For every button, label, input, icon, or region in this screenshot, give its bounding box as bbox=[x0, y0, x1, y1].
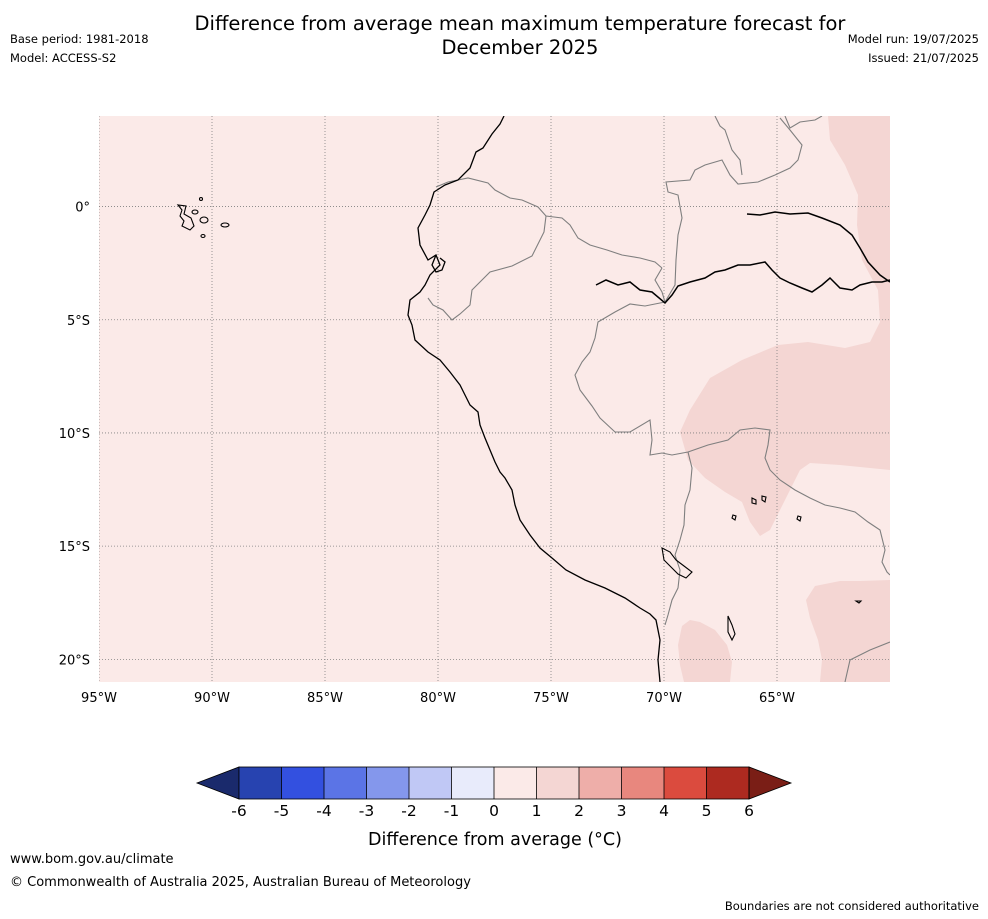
colorbar-extend-low bbox=[195, 766, 240, 800]
title-line-2: December 2025 bbox=[441, 36, 599, 59]
colorbar-tick-label: -1 bbox=[444, 802, 459, 820]
colorbar-swatch bbox=[664, 767, 707, 799]
title-line-1: Difference from average mean maximum tem… bbox=[194, 12, 846, 35]
lake-bolivia-4 bbox=[796, 515, 802, 522]
lake-poopo bbox=[727, 615, 736, 642]
border-colombia-ecuador bbox=[435, 177, 663, 269]
colorbar-swatch bbox=[706, 767, 750, 799]
galapagos-isabela bbox=[176, 204, 195, 231]
border-colombia-brazil bbox=[654, 117, 803, 304]
colorbar-tick-label: -4 bbox=[316, 802, 331, 820]
border-bolivia-argentina bbox=[844, 641, 890, 682]
colorbar-swatch bbox=[281, 767, 325, 799]
lon-tick-label: 80°W bbox=[420, 691, 456, 706]
border-peru-bolivia bbox=[674, 451, 693, 556]
lon-tick-label: 75°W bbox=[533, 691, 569, 706]
colorbar-swatch bbox=[579, 767, 622, 799]
border-bolivia-chile bbox=[664, 554, 681, 626]
anomaly-region-south-east bbox=[806, 580, 890, 682]
colorbar-tick-label: 3 bbox=[617, 802, 627, 820]
map-content bbox=[99, 116, 890, 682]
lat-tick-label: 5°S bbox=[67, 314, 90, 329]
issued-date: Issued: 21/07/2025 bbox=[868, 51, 979, 65]
lat-tick-label: 20°S bbox=[59, 653, 90, 668]
colorbar-swatch bbox=[366, 767, 410, 799]
border-ecuador-peru bbox=[427, 215, 547, 321]
rivers bbox=[595, 211, 890, 305]
map-title: Difference from average mean maximum tem… bbox=[150, 12, 890, 60]
lat-tick-label: 15°S bbox=[59, 540, 90, 555]
colorbar-tick-label: 1 bbox=[532, 802, 542, 820]
lon-tick-label: 90°W bbox=[194, 691, 230, 706]
border-peru-brazil bbox=[574, 301, 689, 456]
colorbar-label: Difference from average (°C) bbox=[368, 830, 622, 850]
meta-right: Model run: 19/07/2025 Issued: 21/07/2025 bbox=[848, 30, 979, 68]
footer-disclaimer: Boundaries are not considered authoritat… bbox=[724, 899, 979, 913]
galapagos-santiago bbox=[191, 209, 199, 215]
colorbar-tick-label: 6 bbox=[744, 802, 754, 820]
lon-tick-label: 70°W bbox=[646, 691, 682, 706]
lake-bolivia-5 bbox=[854, 600, 863, 604]
islands-and-lakes bbox=[176, 196, 863, 642]
lon-tick-label: 65°W bbox=[759, 691, 795, 706]
colorbar-tick-label: 5 bbox=[702, 802, 712, 820]
colorbar-extend-high bbox=[748, 766, 793, 800]
colorbar-tick-label: 4 bbox=[659, 802, 669, 820]
colorbar-tick-label: 0 bbox=[489, 802, 499, 820]
colorbar-swatch bbox=[324, 767, 367, 799]
lake-bolivia-3 bbox=[731, 514, 737, 521]
lake-bolivia-2 bbox=[761, 495, 767, 503]
border-brazil-venezuela bbox=[714, 116, 743, 176]
coast-gulf-of-guayaquil bbox=[431, 254, 446, 273]
lake-bolivia-1 bbox=[751, 497, 757, 505]
colorbar-tick-label: -6 bbox=[231, 802, 246, 820]
river-rio-negro bbox=[746, 211, 890, 283]
border-bolivia-brazil bbox=[687, 427, 890, 576]
meta-left: Base period: 1981-2018 Model: ACCESS-S2 bbox=[10, 30, 149, 68]
colorbar-tick-label: -3 bbox=[359, 802, 374, 820]
footer-url[interactable]: www.bom.gov.au/climate bbox=[10, 852, 174, 867]
gridlines bbox=[99, 116, 890, 682]
model-run: Model run: 19/07/2025 bbox=[847, 32, 979, 46]
colorbar-swatch bbox=[621, 767, 665, 799]
country-borders bbox=[427, 116, 890, 682]
colorbar-tick-label: -2 bbox=[401, 802, 416, 820]
coast-pacific bbox=[407, 116, 661, 682]
colorbar-tick-label: 2 bbox=[574, 802, 584, 820]
river-amazon bbox=[595, 261, 890, 305]
base-period: Base period: 1981-2018 bbox=[10, 32, 149, 46]
footer-copyright: © Commonwealth of Australia 2025, Austra… bbox=[10, 875, 471, 890]
galapagos-espanola bbox=[200, 233, 206, 239]
colorbar-swatch bbox=[409, 767, 452, 799]
coastlines bbox=[407, 116, 661, 682]
latitude-labels: 0° 5°S 10°S 15°S 20°S bbox=[59, 201, 90, 669]
colorbar-swatch bbox=[536, 767, 580, 799]
anomaly-region-south bbox=[678, 620, 732, 682]
galapagos-san-cristobal bbox=[220, 222, 230, 228]
lon-tick-label: 95°W bbox=[81, 691, 117, 706]
galapagos-marchena bbox=[198, 196, 204, 202]
longitude-labels: 95°W 90°W 85°W 80°W 75°W 70°W 65°W bbox=[81, 691, 795, 706]
galapagos-santa-cruz bbox=[199, 216, 209, 224]
lake-titicaca bbox=[661, 547, 693, 579]
colorbar-swatch bbox=[451, 767, 495, 799]
lon-tick-label: 85°W bbox=[307, 691, 343, 706]
lat-tick-label: 0° bbox=[75, 201, 90, 216]
colorbar: -6 -5 -4 -3 -2 -1 0 1 2 3 4 5 6 bbox=[195, 766, 793, 820]
anomaly-region-north-east bbox=[680, 116, 890, 536]
lat-tick-label: 10°S bbox=[59, 427, 90, 442]
colorbar-tick-label: -5 bbox=[274, 802, 289, 820]
model-name: Model: ACCESS-S2 bbox=[10, 51, 117, 65]
colorbar-swatch bbox=[239, 767, 282, 799]
colorbar-swatch bbox=[494, 767, 537, 799]
border-venezuela-north bbox=[784, 116, 823, 129]
